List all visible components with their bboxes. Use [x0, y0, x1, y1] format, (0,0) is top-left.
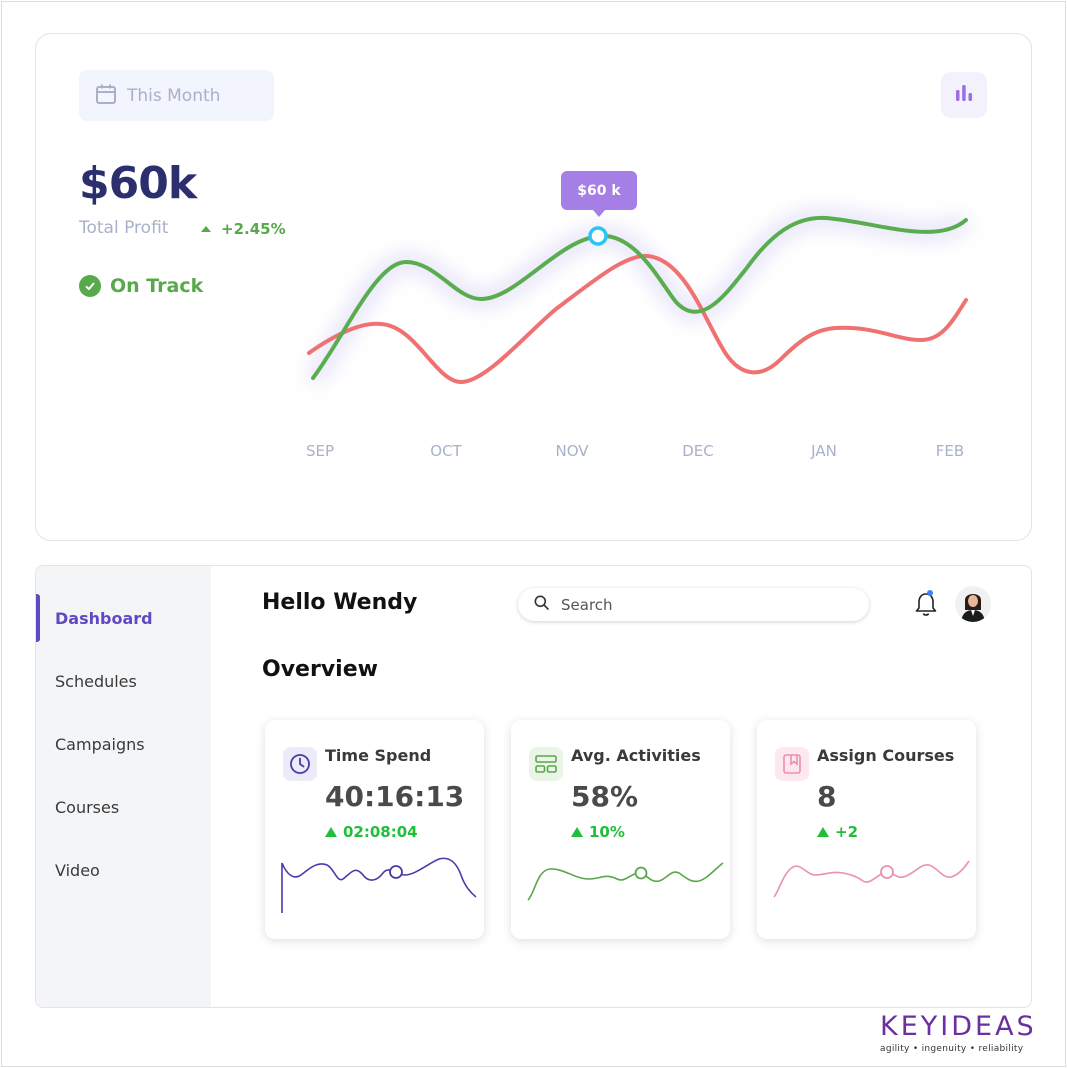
chart-toggle-button[interactable] — [941, 72, 987, 118]
stat-value: 40:16:13 — [325, 780, 465, 813]
sidebar-item-schedules[interactable]: Schedules — [55, 671, 137, 691]
stat-card-avg-activities[interactable]: Avg. Activities 58% 10% — [511, 720, 730, 939]
search-input[interactable] — [561, 595, 841, 614]
sparkline-avg-activities — [527, 862, 724, 901]
month-label-nov: NOV — [555, 442, 589, 460]
total-profit-value: $60k — [79, 158, 197, 209]
sidebar-item-video[interactable]: Video — [55, 860, 100, 880]
stat-title: Time Spend — [325, 746, 432, 765]
search-icon — [534, 595, 549, 614]
month-label-oct: OCT — [430, 442, 462, 460]
search-bar[interactable] — [518, 588, 869, 621]
stat-title: Avg. Activities — [571, 746, 701, 765]
avatar[interactable] — [955, 586, 991, 622]
bar-chart-icon — [953, 82, 975, 108]
profit-line-chart — [305, 208, 972, 386]
period-select-button[interactable]: This Month — [79, 70, 274, 121]
sidebar-item-courses[interactable]: Courses — [55, 797, 120, 817]
month-label-dec: DEC — [682, 442, 714, 460]
sidebar-item-campaigns[interactable]: Campaigns — [55, 734, 145, 754]
period-label: This Month — [127, 85, 221, 106]
greeting-title: Hello Wendy — [262, 590, 418, 615]
green-series-line — [311, 215, 968, 380]
calendar-icon — [95, 83, 117, 109]
sidebar-item-dashboard[interactable]: Dashboard — [36, 594, 211, 642]
arrow-up-icon — [817, 827, 829, 837]
user-avatar-icon — [955, 586, 991, 622]
stat-change-value: 10% — [589, 823, 625, 841]
stat-card-time-spend[interactable]: Time Spend 40:16:13 02:08:04 — [265, 720, 484, 939]
month-label-jan: JAN — [811, 442, 837, 460]
green-line-shadow — [305, 208, 972, 386]
stat-change-value: 02:08:04 — [343, 823, 418, 841]
stat-change: 02:08:04 — [325, 823, 418, 841]
stat-change: 10% — [571, 823, 625, 841]
notification-dot — [927, 590, 933, 596]
sparkline-assign-courses — [773, 860, 970, 898]
value-tooltip: $60 k — [561, 171, 637, 217]
red-series-line — [307, 253, 968, 385]
overview-title: Overview — [262, 657, 378, 682]
clock-icon — [283, 747, 317, 781]
arrow-up-icon — [201, 226, 211, 232]
sidebar: Dashboard Schedules Campaigns Courses Vi… — [36, 566, 211, 1007]
profit-change-value: +2.45% — [221, 220, 286, 238]
highlight-point — [588, 226, 608, 246]
brand-name: KEYIDEAS — [880, 1011, 1037, 1042]
profit-card: This Month $60k Total Profit +2.45% On T… — [35, 33, 1032, 541]
month-label-sep: SEP — [305, 442, 335, 460]
brand-logo: KEYIDEAS agility • ingenuity • reliabili… — [880, 1011, 1040, 1061]
stat-change-value: +2 — [835, 823, 859, 841]
status-on-track: On Track — [79, 275, 203, 297]
dashboard-panel: Dashboard Schedules Campaigns Courses Vi… — [35, 565, 1032, 1008]
total-profit-label: Total Profit — [79, 218, 169, 238]
stat-value: 58% — [571, 780, 639, 813]
arrow-up-icon — [325, 827, 337, 837]
check-circle-icon — [79, 275, 101, 297]
sparkline-time-spend — [281, 857, 477, 913]
layout-icon — [529, 747, 563, 781]
profit-change: +2.45% — [201, 220, 286, 238]
stat-title: Assign Courses — [817, 746, 955, 765]
bell-icon[interactable] — [913, 590, 939, 618]
arrow-up-icon — [571, 827, 583, 837]
stat-change: +2 — [817, 823, 858, 841]
brand-tagline: agility • ingenuity • reliability — [880, 1044, 1024, 1054]
stat-value: 8 — [817, 780, 837, 813]
stat-card-assign-courses[interactable]: Assign Courses 8 +2 — [757, 720, 976, 939]
month-label-feb: FEB — [935, 442, 965, 460]
status-label: On Track — [110, 275, 204, 297]
bookmark-icon — [775, 747, 809, 781]
